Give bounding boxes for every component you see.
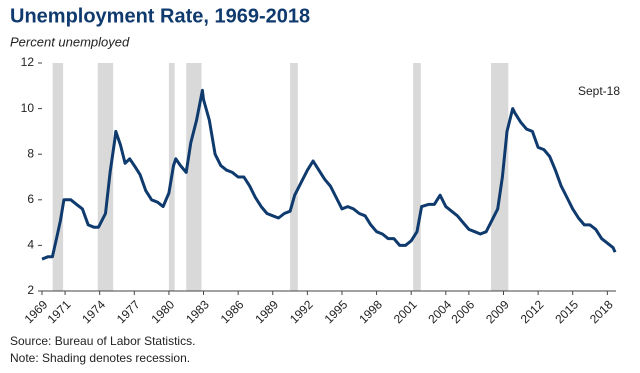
x-tick-label: 1998 bbox=[356, 297, 385, 326]
recession-band bbox=[413, 63, 421, 291]
x-tick-label: 2012 bbox=[518, 297, 547, 326]
y-tick-label: 6 bbox=[27, 192, 34, 206]
recession-band bbox=[290, 63, 298, 291]
recession-band bbox=[186, 63, 202, 291]
x-tick-label: 1989 bbox=[252, 297, 281, 326]
source: Source: Bureau of Labor Statistics. bbox=[10, 334, 195, 348]
x-tick-label: 1977 bbox=[114, 297, 143, 326]
x-tick-label: 2001 bbox=[391, 297, 420, 326]
x-tick-label: 2004 bbox=[425, 297, 454, 326]
chart-subtitle: Percent unemployed bbox=[10, 34, 130, 49]
x-tick-label: 1992 bbox=[287, 297, 316, 326]
chart-title: Unemployment Rate, 1969-2018 bbox=[10, 5, 310, 27]
x-tick-label: 1980 bbox=[148, 297, 177, 326]
x-tick-label: 2006 bbox=[448, 297, 477, 326]
y-tick-label: 10 bbox=[21, 101, 35, 115]
recession-band bbox=[97, 63, 114, 291]
x-tick-label: 2015 bbox=[552, 297, 581, 326]
x-tick-label: 1986 bbox=[218, 297, 247, 326]
x-tick-label: 2009 bbox=[483, 297, 512, 326]
x-tick-label: 1995 bbox=[322, 297, 351, 326]
x-tick-label: 1969 bbox=[22, 297, 51, 326]
x-tick-label: 1983 bbox=[183, 297, 212, 326]
recession-band bbox=[52, 63, 64, 291]
recession-band bbox=[491, 63, 509, 291]
y-tick-label: 8 bbox=[27, 146, 34, 160]
x-tick-label: 2018 bbox=[587, 297, 616, 326]
note: Note: Shading denotes recession. bbox=[10, 351, 190, 365]
y-tick-label: 12 bbox=[21, 55, 35, 69]
x-tick-label: 1974 bbox=[79, 297, 108, 326]
annotation: Sept-18 bbox=[578, 84, 620, 98]
x-tick-label: 1971 bbox=[45, 297, 74, 326]
y-tick-label: 2 bbox=[27, 283, 34, 297]
y-tick-label: 4 bbox=[27, 238, 34, 252]
line bbox=[41, 88, 617, 261]
